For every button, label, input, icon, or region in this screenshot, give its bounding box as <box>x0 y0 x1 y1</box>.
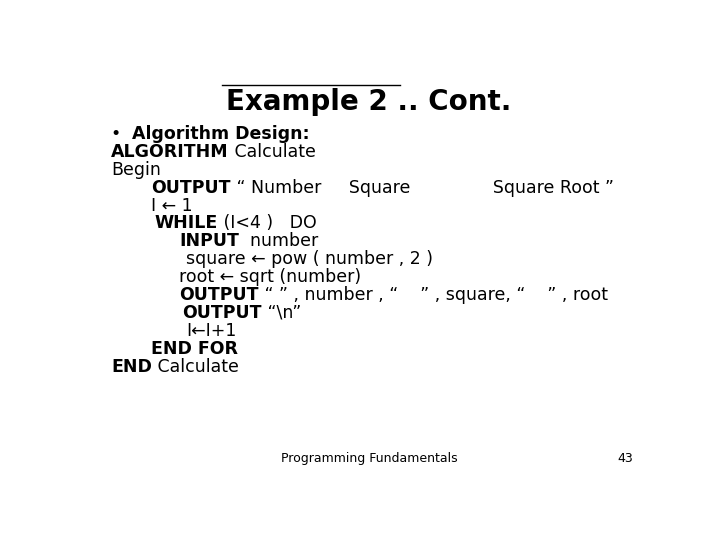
Text: INPUT: INPUT <box>179 232 239 251</box>
Text: OUTPUT: OUTPUT <box>182 304 261 322</box>
Text: 43: 43 <box>618 452 634 465</box>
Text: “\n”: “\n” <box>261 304 301 322</box>
Text: OUTPUT: OUTPUT <box>179 286 258 304</box>
Text: square ← pow ( number , 2 ): square ← pow ( number , 2 ) <box>186 250 433 268</box>
Text: Begin: Begin <box>111 161 161 179</box>
Text: WHILE: WHILE <box>155 214 218 233</box>
Text: “ Number     Square               Square Root ”: “ Number Square Square Root ” <box>231 179 614 197</box>
Text: OUTPUT: OUTPUT <box>151 179 231 197</box>
Text: I ← 1: I ← 1 <box>151 197 193 214</box>
Text: number: number <box>239 232 318 251</box>
Text: •: • <box>111 125 132 143</box>
Text: root ← sqrt (number): root ← sqrt (number) <box>179 268 361 286</box>
Text: (I<4 )   DO: (I<4 ) DO <box>218 214 317 233</box>
Text: END: END <box>111 357 152 375</box>
Text: Example 2 .. Cont.: Example 2 .. Cont. <box>226 87 512 116</box>
Text: ALGORITHM: ALGORITHM <box>111 143 229 161</box>
Text: Algorithm Design:: Algorithm Design: <box>132 125 310 143</box>
Text: Calculate: Calculate <box>229 143 315 161</box>
Text: “ ” , number , “    ” , square, “    ” , root: “ ” , number , “ ” , square, “ ” , root <box>258 286 608 304</box>
Text: END FOR: END FOR <box>151 340 238 357</box>
Text: Calculate: Calculate <box>152 357 239 375</box>
Text: Programming Fundamentals: Programming Fundamentals <box>281 452 457 465</box>
Text: I←I+1: I←I+1 <box>186 322 236 340</box>
